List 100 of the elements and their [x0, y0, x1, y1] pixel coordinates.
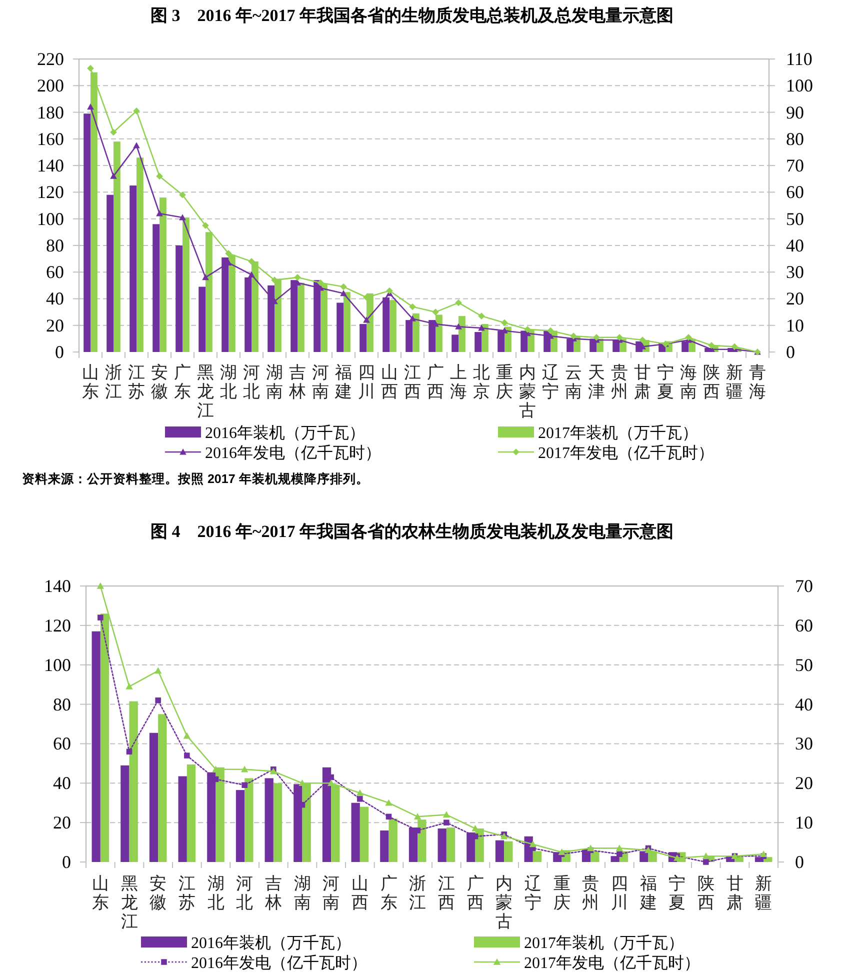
- y2-tick-label: 50: [786, 208, 804, 229]
- x-tick-label: 海南: [680, 363, 697, 401]
- y2-tick-label: 20: [795, 773, 813, 794]
- y2-tick-label: 60: [795, 615, 813, 636]
- x-tick-label: 湖北: [220, 363, 237, 401]
- legend-label: 2016年发电（亿千瓦时）: [191, 954, 367, 972]
- y2-tick-label: 40: [786, 235, 804, 256]
- x-tick-label: 天津: [588, 363, 605, 401]
- y-tick-label: 100: [37, 208, 64, 229]
- y-tick-label: 220: [37, 49, 64, 69]
- x-tick-label: 河北: [243, 363, 260, 401]
- x-tick-label: 广东: [174, 363, 191, 401]
- x-tick-label: 辽宁: [524, 874, 542, 912]
- y-tick-label: 60: [46, 262, 64, 282]
- chart-title: 图 4 2016 年~2017 年我国各省的农林生物质发电装机及发电量示意图: [150, 522, 674, 541]
- x-tick-label: 山西: [381, 363, 398, 401]
- y-tick-label: 0: [62, 852, 71, 872]
- x-tick-label: 江西: [404, 363, 421, 401]
- x-tick-label: 福建: [334, 363, 352, 401]
- x-tick-label: 陕西: [703, 363, 720, 401]
- y2-tick-label: 10: [786, 315, 804, 336]
- x-tick-label: 新疆: [726, 363, 743, 401]
- x-tick-label: 甘肃: [726, 874, 744, 912]
- x-tick-label: 宁夏: [668, 874, 686, 912]
- x-tick-label: 青海: [749, 363, 766, 401]
- y-tick-label: 80: [53, 694, 71, 714]
- y-tick-label: 180: [37, 102, 64, 122]
- x-tick-label: 山西: [351, 874, 368, 912]
- x-tick-label: 重庆: [496, 363, 513, 401]
- y2-tick-label: 20: [786, 288, 804, 309]
- y-tick-label: 40: [46, 288, 64, 309]
- x-tick-label: 黑龙江: [120, 874, 138, 931]
- y2-tick-label: 50: [795, 654, 813, 675]
- y2-tick-label: 70: [795, 576, 813, 596]
- chart-title: 图 3 2016 年~2017 年我国各省的生物质发电总装机及总发电量示意图: [150, 6, 674, 25]
- y-tick-label: 20: [46, 315, 64, 336]
- x-tick-label: 浙江: [409, 874, 426, 912]
- x-tick-label: 吉林: [288, 363, 306, 401]
- x-tick-label: 贵州: [582, 874, 600, 912]
- x-tick-label: 山东: [82, 363, 99, 401]
- x-tick-label: 四川: [358, 363, 375, 401]
- text: 资料来源：公开资料整理。按照 2017 年装机规模降序排列。: [22, 471, 369, 486]
- x-tick-label: 湖南: [266, 363, 283, 401]
- x-tick-label: 四川: [610, 874, 628, 912]
- y2-tick-label: 30: [786, 262, 804, 282]
- x-tick-label: 福建: [638, 874, 657, 912]
- x-tick-label: 北京: [473, 363, 490, 401]
- y2-tick-label: 40: [795, 694, 813, 714]
- x-tick-label: 新疆: [755, 874, 772, 912]
- x-tick-label: 宁夏: [657, 363, 674, 401]
- x-tick-label: 上海: [450, 363, 467, 401]
- x-tick-label: 湖北: [207, 874, 224, 912]
- x-tick-label: 江西: [438, 874, 455, 912]
- y-tick-label: 140: [37, 156, 64, 176]
- x-tick-label: 辽宁: [542, 363, 559, 401]
- x-tick-label: 河南: [322, 874, 340, 912]
- x-tick-label: 江苏: [128, 363, 145, 401]
- y-tick-label: 20: [53, 812, 71, 833]
- y2-tick-label: 0: [786, 342, 795, 362]
- x-tick-label: 内蒙古: [496, 874, 513, 931]
- x-tick-label: 广西: [466, 874, 484, 912]
- y2-tick-label: 100: [786, 76, 813, 96]
- y2-tick-label: 30: [795, 734, 813, 754]
- x-tick-label: 安徽: [151, 363, 168, 401]
- legend-label: 2017年装机（万千瓦）: [538, 424, 698, 442]
- y-tick-label: 120: [44, 615, 71, 636]
- y2-tick-label: 0: [795, 852, 804, 872]
- y2-tick-label: 90: [786, 102, 804, 122]
- y-tick-label: 140: [44, 576, 71, 596]
- y-tick-label: 120: [37, 182, 64, 202]
- y2-tick-label: 110: [786, 49, 812, 69]
- x-tick-label: 贵州: [611, 363, 628, 401]
- y2-tick-label: 70: [786, 156, 804, 176]
- x-tick-label: 甘肃: [634, 363, 651, 401]
- y-tick-label: 40: [53, 773, 71, 794]
- x-tick-label: 山东: [92, 874, 109, 912]
- x-tick-label: 河南: [312, 363, 329, 401]
- y2-tick-label: 60: [786, 182, 804, 202]
- x-tick-label: 安徽: [150, 874, 167, 912]
- x-tick-label: 黑龙江: [197, 363, 214, 420]
- y-tick-label: 0: [55, 342, 64, 362]
- x-tick-label: 云南: [565, 363, 582, 401]
- y-tick-label: 80: [46, 235, 64, 256]
- y-tick-label: 100: [44, 654, 71, 675]
- x-tick-label: 重庆: [553, 874, 570, 912]
- y2-tick-label: 80: [786, 128, 804, 149]
- x-tick-label: 河北: [236, 874, 254, 912]
- legend-label: 2016年装机（万千瓦）: [205, 424, 365, 442]
- x-tick-label: 湖南: [294, 874, 311, 912]
- legend-label: 2017年发电（亿千瓦时）: [524, 954, 700, 972]
- legend-label: 2016年装机（万千瓦）: [191, 934, 351, 952]
- legend-label: 2017年发电（亿千瓦时）: [538, 444, 714, 462]
- x-tick-label: 广东: [380, 874, 398, 912]
- x-tick-label: 内蒙古: [519, 363, 536, 420]
- x-tick-label: 江苏: [178, 874, 196, 912]
- y-tick-label: 200: [37, 76, 64, 96]
- x-tick-label: 吉林: [264, 874, 282, 912]
- y-tick-label: 160: [37, 128, 64, 149]
- y2-tick-label: 10: [795, 812, 813, 833]
- legend-label: 2016年发电（亿千瓦时）: [205, 444, 381, 462]
